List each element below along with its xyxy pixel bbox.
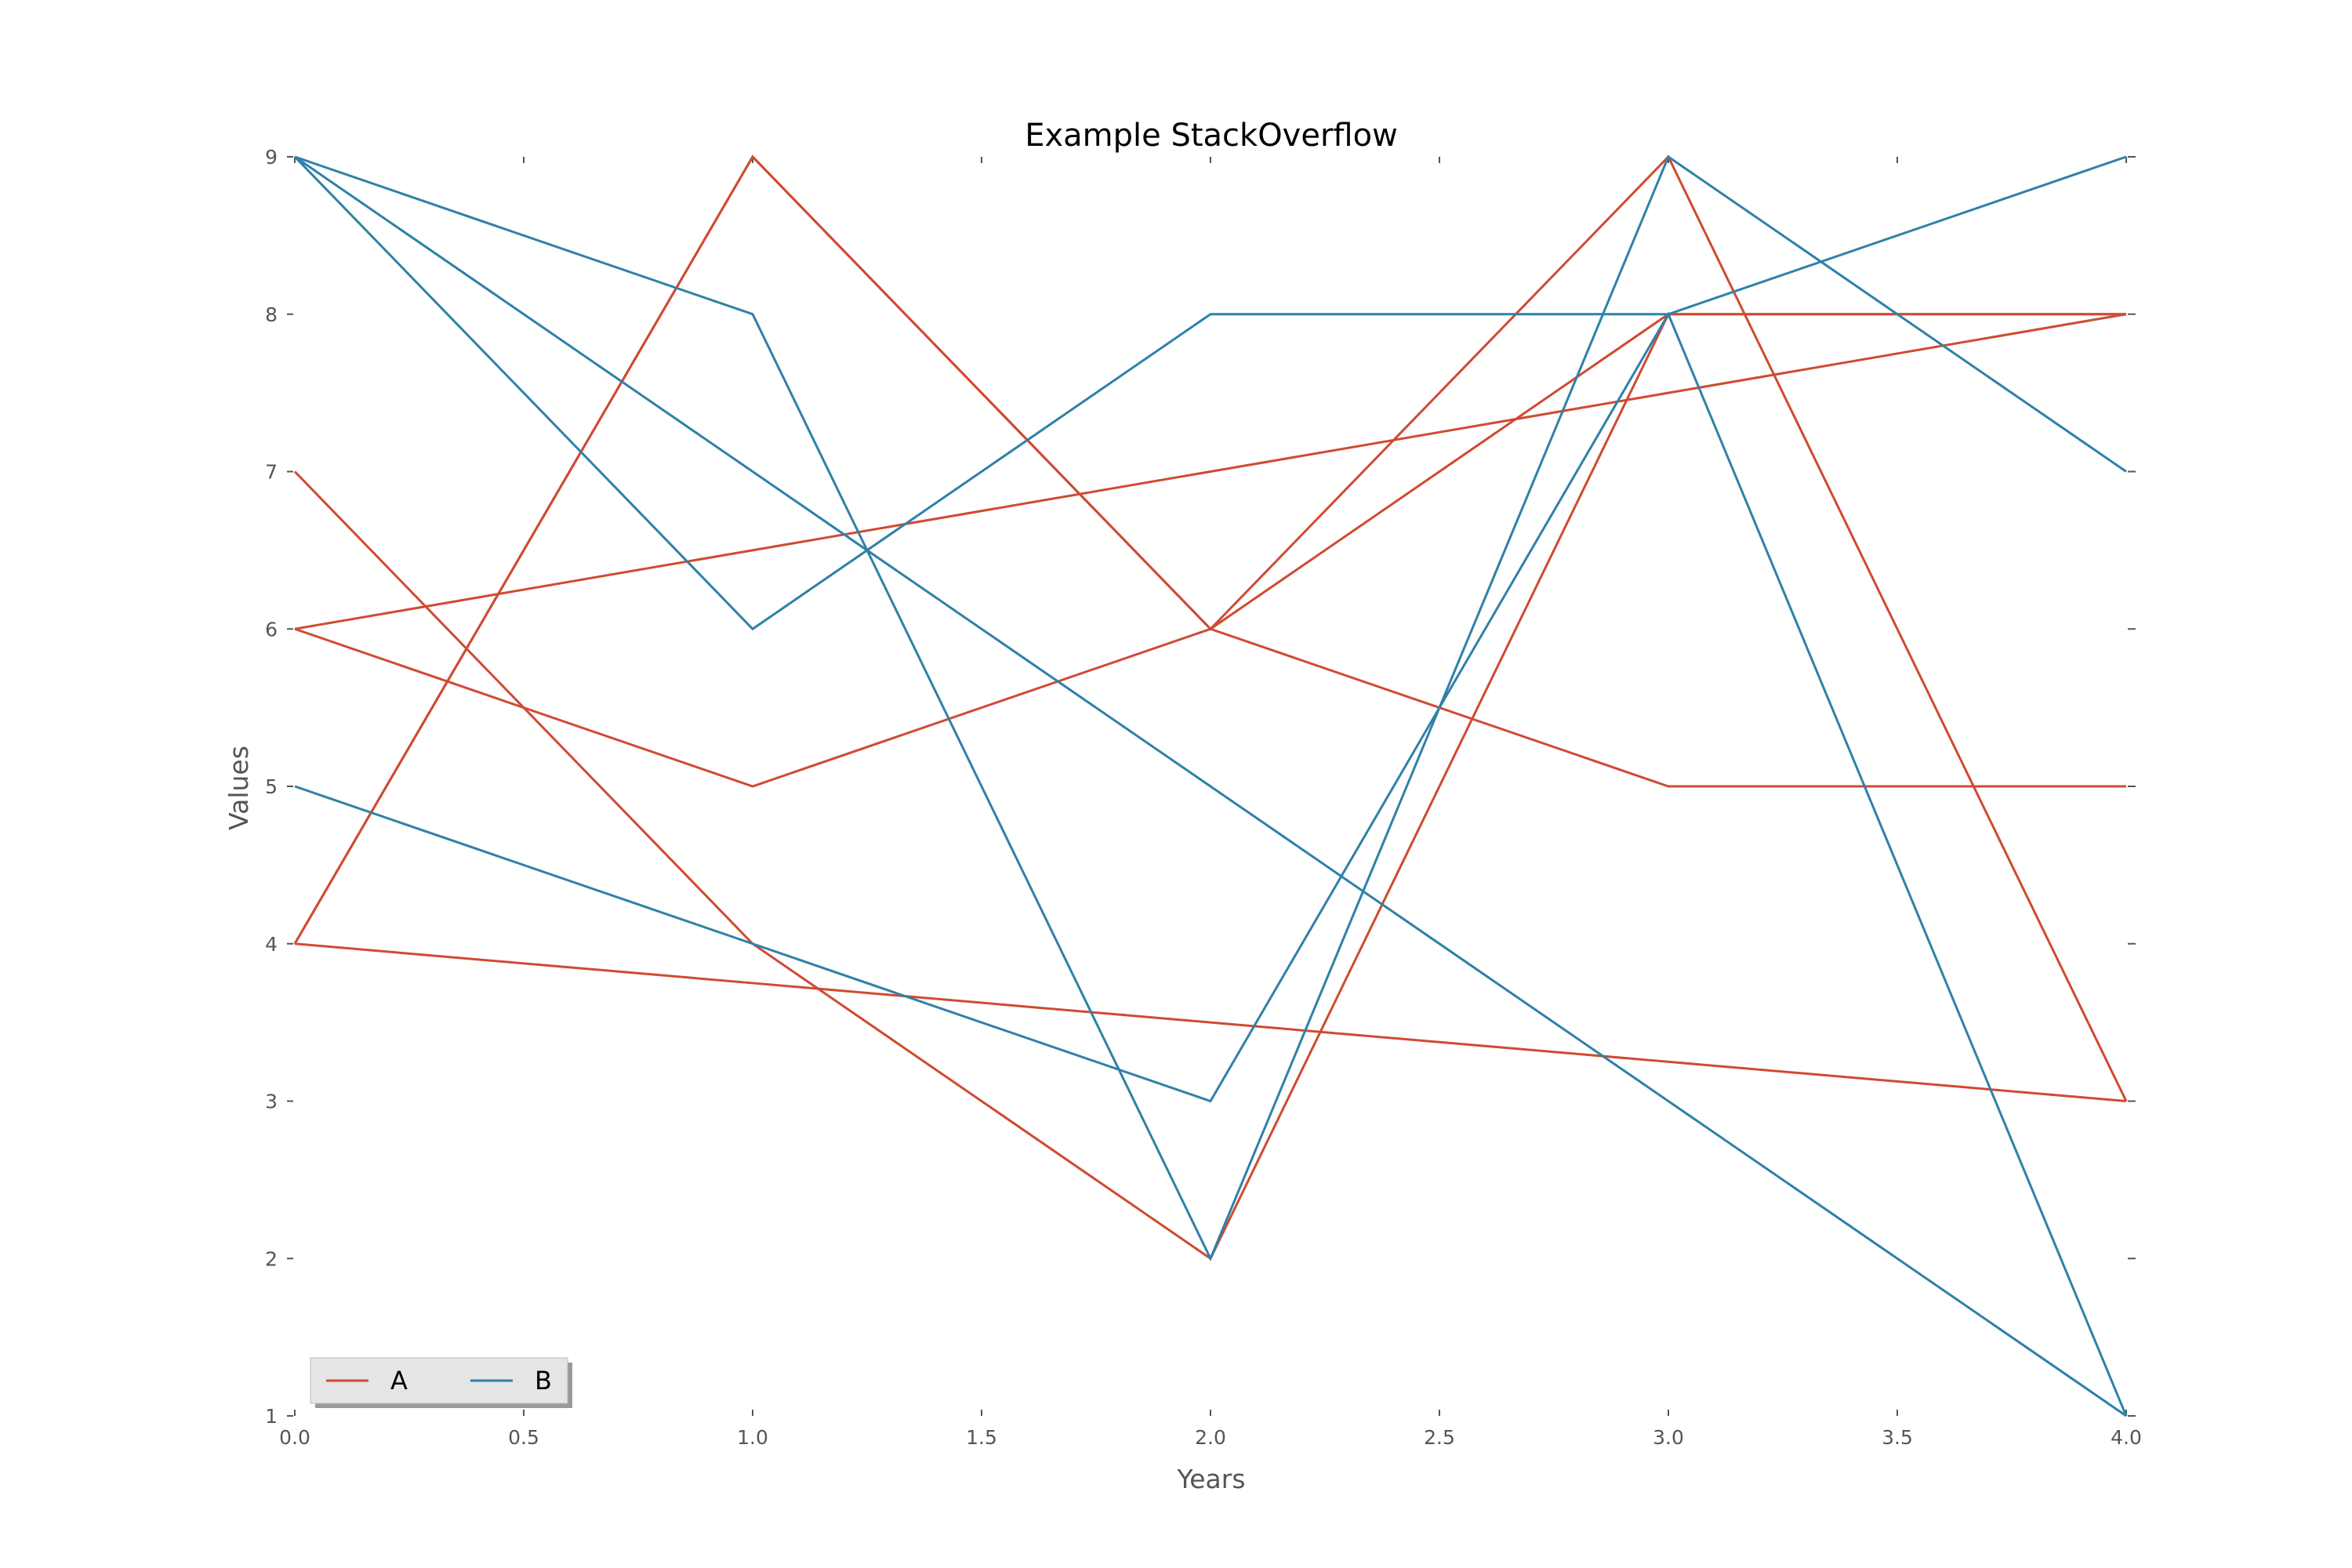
x-tick-label: 4.0 — [2111, 1426, 2142, 1449]
series-line-a-3 — [293, 154, 2126, 945]
series-line-a-2 — [294, 313, 2126, 788]
x-tick-label: 2.0 — [1195, 1426, 1226, 1449]
y-axis-label: Values — [223, 746, 254, 830]
x-tick-label: 3.0 — [1653, 1426, 1684, 1449]
series-line-b-10 — [294, 155, 2127, 1417]
y-tick-label: 8 — [265, 303, 278, 326]
series-line-a-4 — [294, 313, 2127, 630]
x-tick-label: 3.5 — [1882, 1426, 1913, 1449]
y-tick-label: 9 — [265, 146, 278, 169]
chart-title: Example StackOverflow — [1025, 118, 1398, 154]
x-tick-label: 0.0 — [279, 1426, 310, 1449]
series-line-b-7 — [294, 154, 2127, 1261]
series-lines — [293, 154, 2128, 1417]
y-tick-label: 6 — [265, 618, 278, 641]
x-tick-label: 0.5 — [508, 1426, 539, 1449]
y-tick-label: 4 — [265, 933, 278, 956]
series-line-b-9 — [294, 311, 2128, 1417]
y-tick-label: 3 — [265, 1091, 278, 1113]
x-axis-label: Years — [1176, 1464, 1245, 1494]
y-tick-label: 1 — [265, 1405, 278, 1428]
y-tick-label: 5 — [265, 775, 278, 798]
y-tick-label: 2 — [265, 1247, 278, 1270]
series-line-a-5 — [294, 942, 2127, 1102]
legend-label-a: A — [390, 1366, 408, 1396]
y-tick-label: 7 — [265, 461, 278, 484]
legend-label-b: B — [535, 1366, 552, 1396]
series-line-a-6 — [293, 154, 2128, 1102]
series-line-b-8 — [293, 155, 2127, 631]
x-tick-label: 1.5 — [966, 1426, 997, 1449]
x-tick-label: 1.0 — [737, 1426, 768, 1449]
axis-ticks: 0.0 0.5 1.0 1.5 2.0 2.5 3.0 3.5 4.0 1 2 3 4 5 6 7 8 9 — [265, 146, 2142, 1449]
x-tick-label: 2.5 — [1424, 1426, 1455, 1449]
